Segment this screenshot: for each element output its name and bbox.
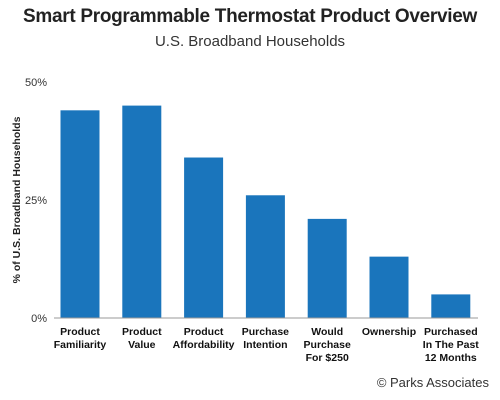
x-tick-label-line: Purchase — [242, 326, 289, 338]
chart-subtitle: U.S. Broadband Households — [154, 33, 346, 50]
x-tick-label-line: Intention — [243, 339, 287, 351]
x-tick-label: Ownership — [362, 326, 416, 338]
x-tick-label-line: 12 Months — [425, 352, 477, 364]
bar — [307, 218, 347, 318]
bar — [369, 256, 409, 318]
x-tick-label: Product Affordability — [173, 326, 235, 351]
y-axis-title-group: % of U.S. Broadband Households — [11, 116, 23, 283]
x-tick-label-line: Product — [122, 326, 162, 338]
y-axis-title: % of U.S. Broadband Households — [11, 116, 23, 283]
bar — [431, 294, 471, 318]
x-tick-label-line: Value — [128, 339, 156, 351]
x-tick-label: Product Familiarity — [54, 326, 107, 351]
x-tick-label-line: Purchase — [304, 339, 351, 351]
bar — [184, 157, 224, 318]
bar — [60, 110, 100, 318]
x-tick-label-line: In The Past — [423, 339, 480, 351]
x-tick-label: Product Value — [122, 326, 162, 351]
x-tick-label: Purchase Intention — [242, 326, 289, 351]
y-tick-label: 25% — [25, 195, 47, 207]
x-tick-label: Would Purchase For $250 — [304, 326, 351, 364]
x-tick-label-line: Affordability — [173, 339, 235, 351]
y-tick-label: 50% — [25, 77, 47, 89]
x-tick-label-line: Product — [60, 326, 100, 338]
bar — [245, 195, 285, 318]
x-tick-label-line: Would — [311, 326, 343, 338]
x-tick-label-line: Purchased — [424, 326, 478, 338]
y-tick-label: 0% — [31, 313, 47, 325]
y-tick-labels: 0% 25% 50% — [25, 77, 47, 325]
x-tick-label-line: Familiarity — [54, 339, 107, 351]
bars — [60, 105, 471, 318]
x-tick-label-line: Ownership — [362, 326, 416, 338]
x-tick-label-line: Product — [184, 326, 224, 338]
x-tick-label: Purchased In The Past 12 Months — [423, 326, 480, 364]
chart-title: Smart Programmable Thermostat Product Ov… — [23, 6, 477, 27]
x-tick-label-line: For $250 — [306, 352, 349, 364]
bar — [122, 105, 162, 318]
source-credit: © Parks Associates — [376, 375, 489, 390]
